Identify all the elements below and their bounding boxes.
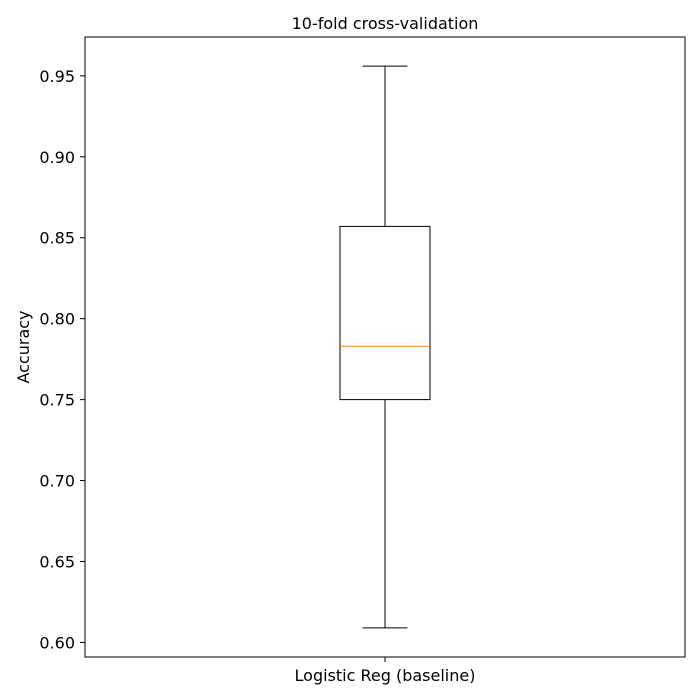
y-tick-label: 0.75 xyxy=(39,391,75,410)
y-tick-label: 0.85 xyxy=(39,229,75,248)
y-tick-label: 0.80 xyxy=(39,310,75,329)
y-tick-label: 0.60 xyxy=(39,633,75,652)
x-tick-label: Logistic Reg (baseline) xyxy=(295,666,476,685)
x-axis: Logistic Reg (baseline) xyxy=(295,657,476,685)
y-tick-label: 0.95 xyxy=(39,67,75,86)
iqr-box xyxy=(339,225,431,401)
y-tick-label: 0.70 xyxy=(39,472,75,491)
plot-area-frame xyxy=(84,36,686,658)
y-tick-label: 0.65 xyxy=(39,552,75,571)
boxplot-marks xyxy=(339,65,431,629)
y-axis-label: Accuracy xyxy=(14,310,33,383)
chart-title: 10-fold cross-validation xyxy=(292,14,479,33)
y-axis: 0.60 0.65 0.70 0.75 0.80 0.85 0.90 0.95 xyxy=(39,67,85,652)
y-tick-label: 0.90 xyxy=(39,148,75,167)
